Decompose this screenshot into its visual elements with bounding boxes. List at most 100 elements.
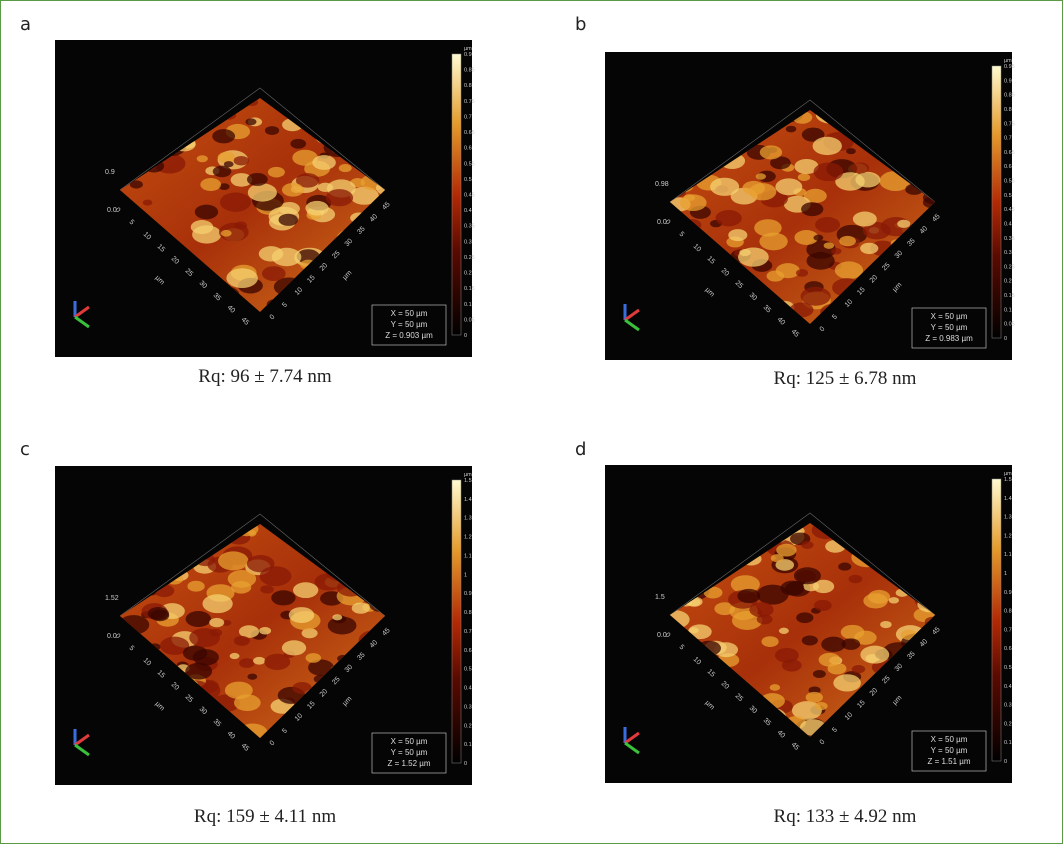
texture-blob <box>897 220 910 228</box>
z-max-label: 0.98 <box>655 181 669 188</box>
texture-blob <box>328 617 357 635</box>
texture-blob <box>880 621 892 628</box>
colorbar-tick-label: 0.6 <box>464 648 472 654</box>
colorbar-tick-label: 0.45 <box>464 193 475 199</box>
texture-blob <box>852 665 865 673</box>
texture-blob <box>737 589 760 603</box>
texture-blob <box>680 194 707 211</box>
texture-blob <box>306 653 322 663</box>
colorbar-tick-label: 1.1 <box>464 553 472 559</box>
afm-image: 0.980.0005510101515202025253030353540404… <box>605 52 1015 360</box>
texture-blob <box>259 627 271 635</box>
texture-blob <box>819 653 841 667</box>
colorbar-tick-label: 0.1 <box>1004 740 1012 746</box>
afm-image: 0.90.00055101015152020252530303535404045… <box>55 40 475 357</box>
colorbar-tick-label: 0.2 <box>464 723 472 729</box>
colorbar-tick-label: 0.4 <box>464 686 472 692</box>
info-text: Y = 50 µm <box>391 320 428 329</box>
texture-blob <box>849 575 863 584</box>
texture-blob <box>815 217 840 233</box>
texture-blob <box>786 126 797 133</box>
colorbar-tick-label: 1.5 <box>464 478 472 484</box>
colorbar-tick-label: 0.8 <box>464 610 472 616</box>
texture-blob <box>779 628 789 634</box>
colorbar-tick-label: 0.9 <box>464 591 472 597</box>
info-text: Y = 50 µm <box>931 323 968 332</box>
colorbar-tick-label: 1.3 <box>464 516 472 522</box>
colorbar-tick-label: 0.7 <box>1004 136 1012 142</box>
info-text: Z = 1.51 µm <box>927 757 970 766</box>
panel-label: a <box>20 14 31 35</box>
texture-blob <box>213 166 232 178</box>
panel-label: b <box>575 14 586 35</box>
colorbar-tick-label: 0.85 <box>1004 93 1015 99</box>
colorbar-tick-label: 0.15 <box>1004 293 1015 299</box>
texture-blob <box>716 210 742 226</box>
caption: Rq: 133 ± 4.92 nm <box>774 806 917 827</box>
texture-blob <box>260 566 292 586</box>
colorbar-tick-label: 1 <box>1004 571 1007 577</box>
texture-blob <box>796 612 813 623</box>
texture-blob <box>247 674 257 680</box>
colorbar-tick-label: 0.55 <box>1004 179 1015 185</box>
afm-image: 1.50.00055101015152020252530303535404045… <box>605 465 1012 783</box>
texture-blob <box>863 593 887 608</box>
info-text: X = 50 µm <box>391 309 428 318</box>
colorbar-tick-label: 0.3 <box>464 704 472 710</box>
texture-blob <box>282 640 306 655</box>
texture-blob <box>813 670 826 678</box>
texture-blob <box>352 602 370 613</box>
colorbar-tick-label: 0.75 <box>1004 121 1015 127</box>
texture-blob <box>801 541 813 549</box>
colorbar-tick-label: 0.45 <box>1004 207 1015 213</box>
texture-blob <box>192 225 221 243</box>
colorbar-tick-label: 0.2 <box>464 271 472 277</box>
texture-blob <box>801 202 823 216</box>
panel-label: d <box>575 439 586 460</box>
colorbar-tick-label: 0.15 <box>464 286 475 292</box>
texture-blob <box>806 692 823 703</box>
texture-blob <box>290 139 306 149</box>
texture-blob <box>247 173 268 186</box>
info-text: X = 50 µm <box>391 737 428 746</box>
colorbar-tick-label: 1.1 <box>1004 552 1012 558</box>
colorbar-tick-label: 0.6 <box>464 146 472 152</box>
texture-blob <box>262 266 286 281</box>
texture-blob <box>253 657 265 665</box>
colorbar-tick-label: 1.5 <box>1004 477 1012 483</box>
colorbar-tick-label: 0.7 <box>464 629 472 635</box>
texture-blob <box>839 236 856 246</box>
colorbar-tick-label: 0.4 <box>464 208 472 214</box>
info-text: X = 50 µm <box>931 735 968 744</box>
texture-blob <box>234 694 261 711</box>
texture-blob <box>220 192 251 211</box>
texture-blob <box>738 248 769 267</box>
texture-blob <box>268 167 285 178</box>
texture-blob <box>813 235 823 241</box>
caption: Rq: 159 ± 4.11 nm <box>194 806 336 827</box>
texture-blob <box>312 155 336 170</box>
colorbar-tick-label: 0.8 <box>464 83 472 89</box>
texture-blob <box>200 178 221 191</box>
figure: aRq: 96 ± 7.74 nm0.90.000551010151520202… <box>0 0 1063 844</box>
texture-blob <box>838 563 851 571</box>
panel-label: c <box>20 439 30 460</box>
colorbar-tick-label: 0.5 <box>464 667 472 673</box>
texture-blob <box>305 201 328 216</box>
info-text: Y = 50 µm <box>391 748 428 757</box>
colorbar-tick-label: 0 <box>464 333 467 339</box>
colorbar-tick-label: 1.4 <box>1004 496 1012 502</box>
info-text: Y = 50 µm <box>931 746 968 755</box>
texture-blob <box>143 200 153 206</box>
colorbar-tick-label: 0 <box>1004 759 1007 765</box>
texture-blob <box>771 554 784 562</box>
colorbar-tick-label: 0.6 <box>1004 164 1012 170</box>
info-text: X = 50 µm <box>931 312 968 321</box>
texture-blob <box>234 156 249 166</box>
texture-blob <box>846 148 856 154</box>
colorbar-tick-label: 0.05 <box>464 317 475 323</box>
info-text: Z = 0.903 µm <box>385 331 433 340</box>
texture-blob <box>853 212 877 227</box>
texture-blob <box>728 229 747 241</box>
texture-blob <box>852 163 870 174</box>
